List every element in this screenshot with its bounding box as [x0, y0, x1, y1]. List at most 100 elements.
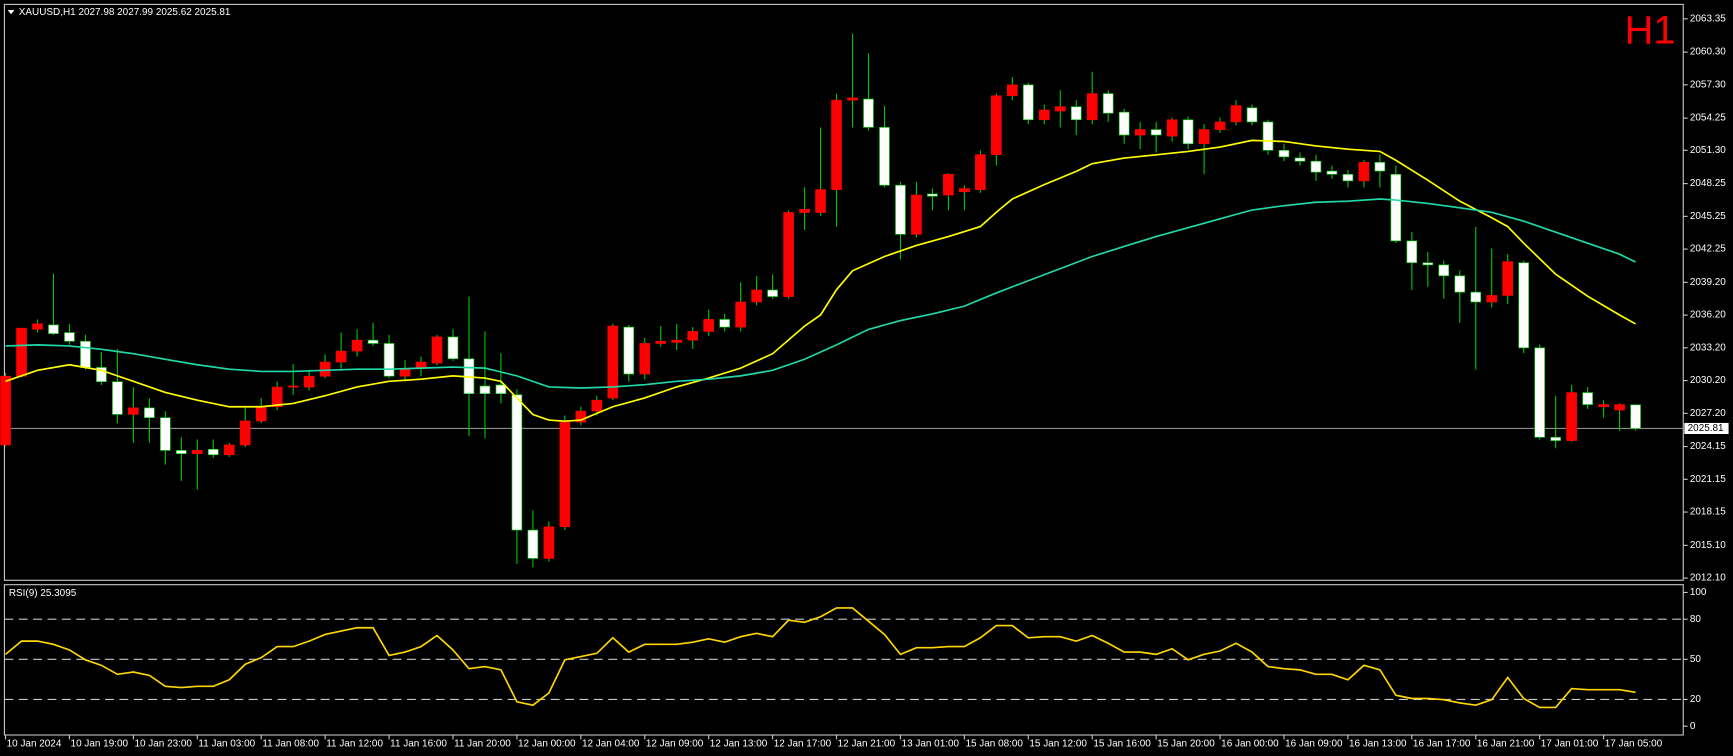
candle-body [943, 173, 954, 196]
candle-body [511, 394, 523, 531]
candle-body [351, 339, 363, 352]
candle-body [703, 319, 714, 332]
candle-body [271, 386, 283, 408]
x-tick-label: 12 Jan 04:00 [582, 738, 640, 749]
candle-body [1342, 173, 1354, 182]
candle-body [48, 324, 59, 334]
candle-body [1470, 291, 1482, 303]
candle-body [1118, 111, 1130, 136]
main-panel [3, 3, 1684, 581]
candle-body [607, 325, 619, 399]
candle-body [1054, 106, 1066, 112]
y-tick-label: 2033.20 [1690, 342, 1726, 353]
candle-body [255, 406, 267, 422]
x-tick-label: 16 Jan 00:00 [1221, 738, 1279, 749]
x-tick-label: 12 Jan 09:00 [646, 738, 704, 749]
candle-body [160, 417, 171, 451]
rsi-tick-label: 80 [1690, 614, 1702, 625]
candle-body [447, 336, 459, 360]
x-tick-label: 10 Jan 19:00 [71, 738, 129, 749]
rsi-tick-label: 0 [1690, 721, 1696, 732]
candle-body [1422, 262, 1434, 266]
candle-body [831, 99, 842, 190]
candle-body [959, 188, 970, 193]
candle-body [1326, 170, 1338, 175]
x-tick-label: 16 Jan 17:00 [1413, 738, 1471, 749]
candle-body [287, 385, 299, 388]
y-tick-label: 2057.30 [1690, 79, 1726, 90]
y-tick-label: 2030.20 [1690, 375, 1726, 386]
candle-body [367, 339, 379, 344]
candle-body [223, 444, 235, 456]
candle-body [543, 526, 555, 559]
candle-body [895, 184, 906, 235]
x-tick-label: 12 Jan 17:00 [774, 738, 832, 749]
y-tick-label: 2024.15 [1690, 441, 1726, 452]
candle-body [1486, 295, 1498, 303]
candle-body [96, 367, 107, 382]
candle-body [975, 154, 986, 190]
candle-body [1518, 262, 1530, 349]
x-tick-label: 10 Jan 2024 [7, 738, 62, 749]
x-tick-label: 11 Jan 16:00 [390, 738, 447, 749]
rsi-label: RSI(9) 25.3095 [9, 588, 77, 599]
x-tick-label: 17 Jan 01:00 [1541, 738, 1599, 749]
candle-body [687, 331, 699, 341]
x-tick-label: 15 Jan 12:00 [1029, 738, 1087, 749]
moving-average [5, 139, 1636, 422]
candle-body [431, 336, 443, 364]
y-tick-label: 2036.20 [1690, 310, 1726, 321]
y-tick-label: 2021.15 [1690, 474, 1726, 485]
x-tick-label: 11 Jan 12:00 [326, 738, 383, 749]
candle-body [479, 385, 491, 394]
last-price-label: 2025.81 [1688, 423, 1724, 434]
candle-body [0, 375, 11, 446]
candle-body [16, 327, 27, 377]
x-tick-label: 15 Jan 16:00 [1093, 738, 1151, 749]
rsi-tick-label: 20 [1690, 694, 1702, 705]
candle-body [1438, 264, 1450, 277]
candle-body [383, 343, 395, 377]
x-tick-label: 12 Jan 13:00 [710, 738, 768, 749]
x-tick-label: 17 Jan 05:00 [1605, 738, 1663, 749]
candle-body [1310, 160, 1322, 173]
y-tick-label: 2012.10 [1690, 573, 1726, 584]
x-tick-label: 11 Jan 20:00 [454, 738, 511, 749]
chart-title: XAUUSD,H1 2027.98 2027.99 2025.62 2025.8… [19, 7, 231, 18]
candle-body [655, 340, 667, 344]
candle-body [64, 332, 75, 342]
candle-body [847, 97, 858, 101]
x-tick-label: 15 Jan 08:00 [965, 738, 1023, 749]
candle-body [1022, 84, 1034, 121]
x-tick-label: 15 Jan 20:00 [1157, 738, 1215, 749]
candle-body [1007, 84, 1018, 97]
y-tick-label: 2054.25 [1690, 113, 1726, 124]
candle-body [1534, 347, 1545, 438]
candle-body [32, 323, 43, 330]
y-tick-label: 2063.35 [1690, 13, 1726, 24]
rsi-tick-label: 50 [1690, 654, 1702, 665]
candle-body [1038, 109, 1050, 121]
candle-body [207, 448, 219, 456]
menu-triangle [7, 9, 15, 15]
candle-body [1566, 392, 1577, 441]
candle-body [176, 450, 187, 455]
candle-body [991, 95, 1002, 156]
x-tick-label: 12 Jan 00:00 [518, 738, 576, 749]
candle-body [1214, 121, 1226, 130]
x-tick-label: 16 Jan 09:00 [1285, 738, 1343, 749]
y-tick-label: 2060.30 [1690, 47, 1726, 58]
candle-body [927, 193, 938, 197]
candle-body [623, 326, 635, 375]
candle-body [1502, 261, 1514, 296]
candle-body [815, 189, 826, 213]
candle-body [144, 407, 155, 419]
x-tick-label: 16 Jan 21:00 [1477, 738, 1535, 749]
candle-body [1230, 105, 1242, 123]
last-price-tag [1684, 422, 1729, 434]
candle-body [639, 343, 651, 375]
candle-body [751, 289, 762, 303]
candle-body [1582, 392, 1593, 405]
y-tick-label: 2045.25 [1690, 211, 1726, 222]
candle-body [783, 212, 794, 297]
